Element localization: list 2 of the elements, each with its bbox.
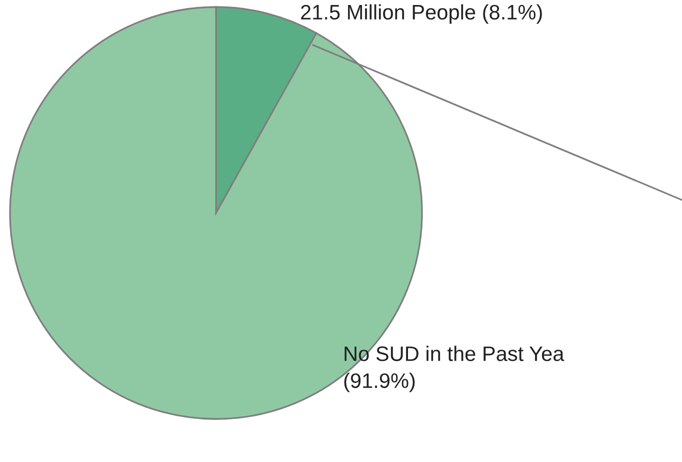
slice-label: 21.5 Million People (8.1%) bbox=[301, 4, 542, 24]
slice-label: No SUD in the Past Yea (91.9%) bbox=[344, 346, 564, 392]
